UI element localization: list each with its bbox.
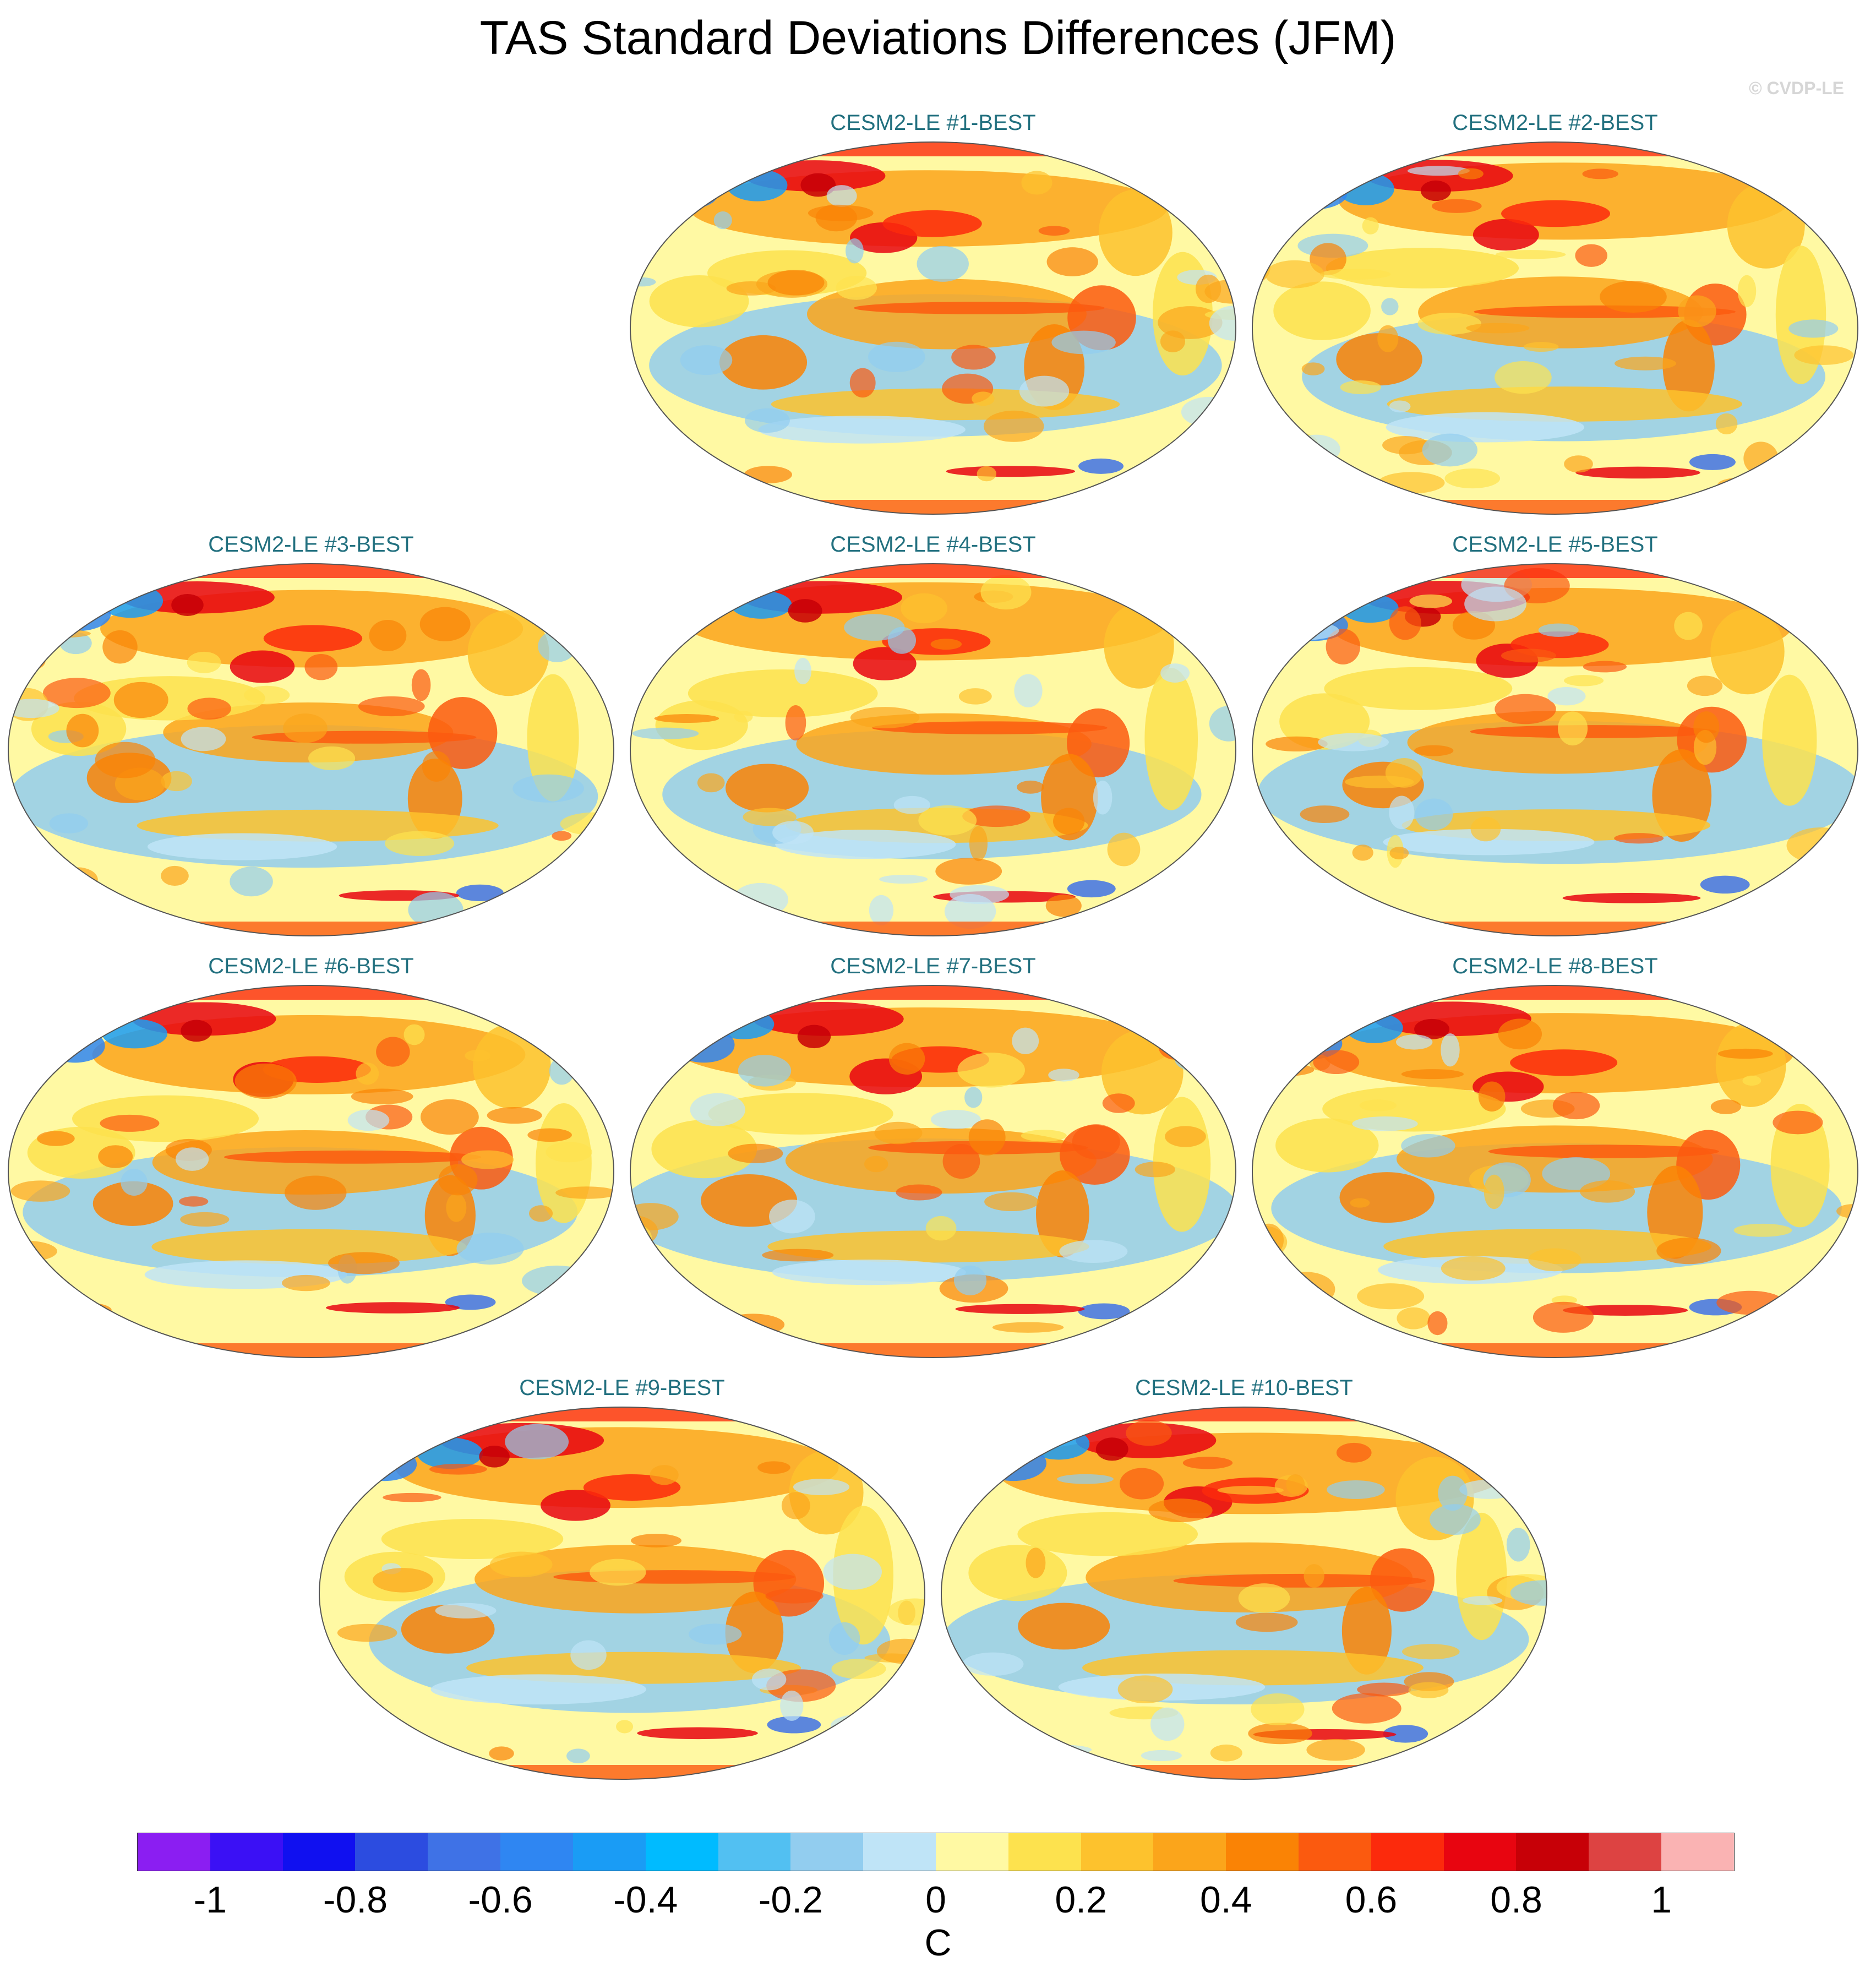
colorbar-swatch — [1081, 1833, 1154, 1871]
colorbar-swatch — [645, 1833, 718, 1871]
map-panel-4: CESM2-LE #4-BEST — [628, 531, 1239, 938]
colorbar-swatch — [1661, 1833, 1734, 1871]
map-panel-9: CESM2-LE #9-BEST — [317, 1374, 928, 1781]
colorbar-swatch — [1589, 1833, 1662, 1871]
colorbar-swatch — [500, 1833, 573, 1871]
colorbar-swatch — [282, 1833, 356, 1871]
map-panel-8: CESM2-LE #8-BEST — [1250, 952, 1861, 1360]
panel-title: CESM2-LE #4-BEST — [830, 532, 1036, 557]
colorbar-tick-label: 0.6 — [1345, 1879, 1398, 1921]
colorbar-swatch — [1226, 1833, 1299, 1871]
colorbar-swatch — [355, 1833, 428, 1871]
map-4 — [630, 563, 1236, 936]
colorbar-swatch — [935, 1833, 1008, 1871]
panel-title: CESM2-LE #3-BEST — [208, 532, 414, 557]
colorbar-tick-label: -0.6 — [468, 1879, 533, 1921]
map-8 — [1252, 985, 1858, 1358]
panel-title: CESM2-LE #5-BEST — [1452, 532, 1658, 557]
colorbar-swatch — [1153, 1833, 1226, 1871]
panel-title: CESM2-LE #8-BEST — [1452, 954, 1658, 978]
map-panel-2: CESM2-LE #2-BEST — [1250, 109, 1861, 516]
colorbar-swatch — [428, 1833, 501, 1871]
map-5 — [1252, 563, 1858, 936]
figure-title: TAS Standard Deviations Differences (JFM… — [479, 12, 1397, 64]
map-3 — [8, 563, 614, 936]
colorbar — [137, 1833, 1735, 1871]
colorbar-tick-label: -1 — [193, 1879, 227, 1921]
colorbar-tick-label: -0.2 — [758, 1879, 823, 1921]
colorbar-tick-label: 1 — [1651, 1879, 1672, 1921]
map-panel-3: CESM2-LE #3-BEST — [6, 531, 617, 938]
panel-title: CESM2-LE #6-BEST — [208, 954, 414, 978]
panel-title: CESM2-LE #9-BEST — [519, 1376, 725, 1400]
map-7 — [630, 985, 1236, 1358]
map-2 — [1252, 141, 1858, 515]
colorbar-tick-label: -0.8 — [323, 1879, 388, 1921]
colorbar-tick-label: 0.8 — [1490, 1879, 1542, 1921]
colorbar-swatch — [790, 1833, 864, 1871]
map-panel-7: CESM2-LE #7-BEST — [628, 952, 1239, 1360]
panel-title: CESM2-LE #1-BEST — [830, 111, 1036, 135]
map-1 — [630, 141, 1236, 515]
colorbar-tick-label: 0 — [925, 1879, 946, 1921]
map-panel-10: CESM2-LE #10-BEST — [939, 1374, 1550, 1781]
colorbar-swatch — [1371, 1833, 1444, 1871]
colorbar-tick-label: -0.4 — [613, 1879, 678, 1921]
colorbar-swatch — [718, 1833, 791, 1871]
map-9 — [319, 1407, 925, 1780]
colorbar-swatch — [1443, 1833, 1517, 1871]
map-panel-1: CESM2-LE #1-BEST — [628, 109, 1239, 516]
map-panel-6: CESM2-LE #6-BEST — [6, 952, 617, 1360]
panel-title: CESM2-LE #7-BEST — [830, 954, 1036, 978]
colorbar-swatch — [210, 1833, 283, 1871]
colorbar-swatch — [1008, 1833, 1081, 1871]
colorbar-swatch — [572, 1833, 646, 1871]
colorbar-tick-label: 0.2 — [1055, 1879, 1107, 1921]
map-10 — [941, 1407, 1547, 1780]
colorbar-tick-label: 0.4 — [1200, 1879, 1252, 1921]
colorbar-swatch — [1516, 1833, 1589, 1871]
panel-title: CESM2-LE #10-BEST — [1135, 1376, 1353, 1400]
colorbar-swatch — [138, 1833, 210, 1871]
map-panel-5: CESM2-LE #5-BEST — [1250, 531, 1861, 938]
map-6 — [8, 985, 614, 1358]
copyright-label: © CVDP-LE — [1749, 78, 1844, 98]
colorbar-swatch — [1299, 1833, 1371, 1871]
colorbar-unit-label: C — [924, 1922, 952, 1964]
colorbar-swatch — [863, 1833, 936, 1871]
panel-title: CESM2-LE #2-BEST — [1452, 111, 1658, 135]
